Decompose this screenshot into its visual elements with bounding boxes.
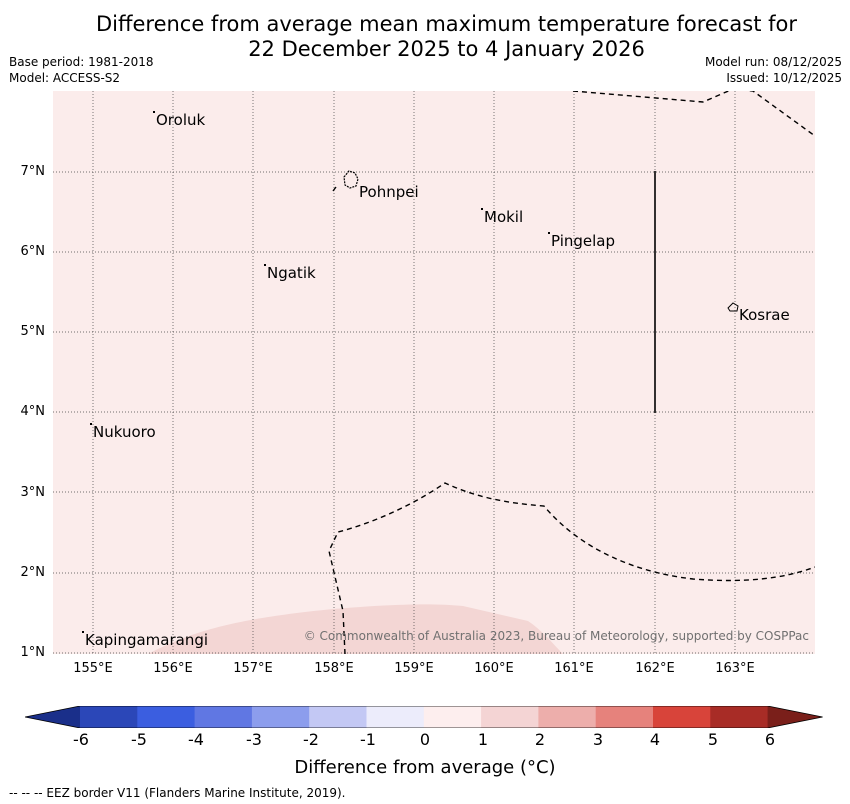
lon-label: 157°E	[233, 661, 273, 676]
colorbar-label: Difference from average (°C)	[294, 757, 556, 778]
place-label: Pingelap	[551, 232, 616, 250]
copyright-notice: © Commonwealth of Australia 2023, Bureau…	[303, 629, 809, 643]
map-title: Difference from average mean maximum tem…	[0, 12, 850, 62]
longitude-gridlines	[92, 91, 736, 654]
place-marker-icon	[481, 208, 483, 210]
lat-label: 1°N	[20, 645, 46, 660]
pohnpei-island	[343, 170, 359, 189]
lat-label: 2°N	[20, 565, 46, 580]
lon-label: 162°E	[635, 661, 675, 676]
meta-right: Model run: 08/12/2025 Issued: 10/12/2025	[705, 54, 842, 86]
lon-label: 160°E	[474, 661, 514, 676]
lon-label: 155°E	[73, 661, 113, 676]
place-nukuoro: Nukuoro	[90, 423, 156, 441]
issued-date: Issued: 10/12/2025	[726, 71, 842, 85]
colorbar-tick: -6	[73, 730, 89, 749]
colorbar-tick: 4	[649, 730, 661, 749]
colorbar-segment	[423, 706, 482, 728]
colorbar-tick: -4	[188, 730, 204, 749]
colorbar-segment	[194, 706, 253, 728]
colorbar-tick: -2	[303, 730, 319, 749]
lon-label: 159°E	[394, 661, 434, 676]
colorbar-segment	[595, 706, 654, 728]
place-label: Nukuoro	[93, 423, 156, 441]
place-label: Mokil	[484, 208, 524, 226]
place-marker-icon	[90, 423, 92, 425]
colorbar-extend-low	[25, 706, 80, 728]
lon-label: 156°E	[153, 661, 193, 676]
place-label: Oroluk	[156, 111, 206, 129]
colorbar-tick: 3	[592, 730, 604, 749]
colorbar-tick: 0	[419, 730, 431, 749]
lat-label: 5°N	[20, 324, 46, 339]
lon-label: 161°E	[554, 661, 594, 676]
colorbar-segment	[309, 706, 367, 728]
warm-anomaly-patch	[148, 604, 563, 654]
footer-note: -- -- -- EEZ border V11 (Flanders Marine…	[9, 786, 346, 800]
colorbar-tick: -1	[360, 730, 376, 749]
lat-label: 3°N	[20, 485, 46, 500]
title-line-2: 22 December 2025 to 4 January 2026	[248, 37, 645, 61]
meta-left: Base period: 1981-2018 Model: ACCESS-S2	[9, 54, 154, 86]
model-run: Model run: 08/12/2025	[704, 55, 842, 69]
place-label: Kapingamarangi	[85, 631, 209, 649]
colorbar-tick: -3	[246, 730, 262, 749]
colorbar-segment	[710, 706, 769, 728]
place-kapingamarangi: Kapingamarangi	[82, 631, 208, 649]
colorbar-segment	[538, 706, 597, 728]
place-kosrae: Kosrae	[739, 306, 790, 324]
colorbar-segment	[137, 706, 196, 728]
place-oroluk: Oroluk	[153, 111, 205, 129]
place-label: Ngatik	[267, 264, 316, 282]
colorbar-tick: 1	[477, 730, 489, 749]
map-canvas	[53, 91, 815, 654]
title-line-1: Difference from average mean maximum tem…	[96, 12, 797, 36]
lon-label: 163°E	[715, 661, 755, 676]
place-ngatik: Ngatik	[264, 264, 316, 282]
place-pohnpei: Pohnpei	[359, 183, 419, 201]
base-period: Base period: 1981-2018	[9, 55, 154, 69]
colorbar-segment	[80, 706, 138, 728]
colorbar-tick: 2	[534, 730, 546, 749]
colorbar-tick: 5	[707, 730, 719, 749]
lon-label: 158°E	[314, 661, 354, 676]
eez-borders	[328, 91, 815, 654]
lat-label: 6°N	[20, 244, 46, 259]
place-marker-icon	[548, 232, 550, 234]
colorbar-outline	[25, 706, 823, 728]
colorbar-extend-high	[767, 706, 823, 728]
place-label: Kosrae	[739, 306, 790, 324]
lat-label: 7°N	[20, 164, 46, 179]
colorbar-segment	[366, 706, 425, 728]
colorbar-tick: 6	[764, 730, 776, 749]
colorbar	[25, 706, 823, 728]
place-pingelap: Pingelap	[548, 232, 615, 250]
kosrae-island	[727, 302, 739, 312]
colorbar-segment	[481, 706, 539, 728]
colorbar-segment	[653, 706, 711, 728]
place-label: Pohnpei	[359, 183, 419, 201]
map-area[interactable]: Oroluk Pohnpei Mokil Pingelap Ngatik Kos…	[53, 91, 815, 654]
place-marker-icon	[153, 111, 155, 113]
colorbar-tick: -5	[131, 730, 147, 749]
colorbar-segment	[251, 706, 310, 728]
place-marker-icon	[82, 631, 84, 633]
colorbar-segments	[25, 706, 823, 728]
latitude-gridlines	[53, 171, 815, 654]
place-mokil: Mokil	[481, 208, 523, 226]
lat-label: 4°N	[20, 404, 46, 419]
place-marker-icon	[264, 264, 266, 266]
model-name: Model: ACCESS-S2	[9, 71, 121, 85]
